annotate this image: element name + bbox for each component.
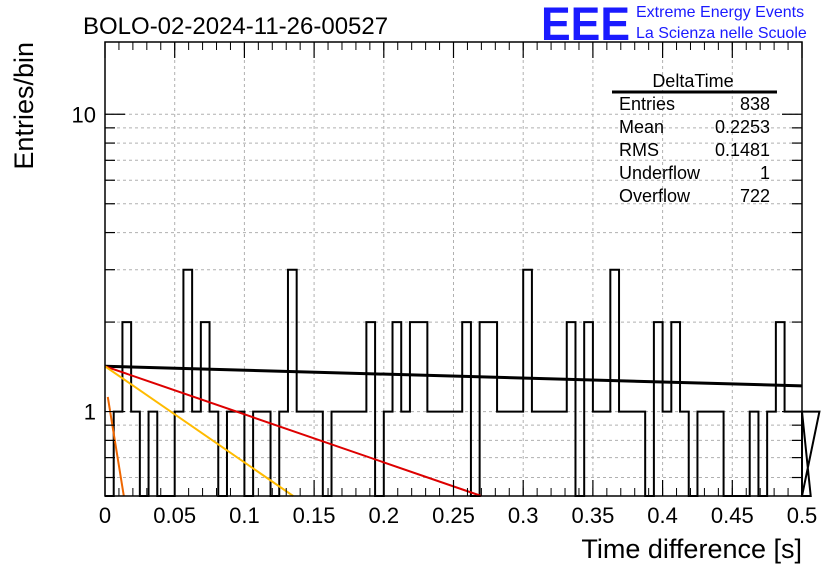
logo-line-2: La Scienza nelle Scuole: [636, 25, 807, 42]
fit-line-1: [104, 364, 803, 388]
x-tick-label: 0.35: [571, 503, 614, 528]
x-tick-label: 0.25: [432, 503, 475, 528]
logo: EEE Extreme Energy Events La Scienza nel…: [541, 0, 807, 50]
x-tick-label: 0.45: [711, 503, 754, 528]
y-axis-label: Entries/bin: [9, 42, 39, 170]
stats-value: 0.1481: [715, 140, 770, 160]
x-tick-label: 0.5: [787, 503, 818, 528]
stats-value: 1: [760, 163, 770, 183]
stats-rows: Entries 838 Mean 0.2253 RMS 0.1481 Underflow 1 O…: [619, 94, 770, 206]
axis-ticks: [104, 42, 803, 496]
stats-value: 0.2253: [715, 117, 770, 137]
stats-box: DeltaTime Entries 838 Mean 0.2253 RMS 0.1481 U…: [612, 71, 777, 206]
stats-label: Mean: [619, 117, 664, 137]
y-tick-label: 10: [72, 102, 96, 127]
logo-mark: EEE: [541, 0, 630, 50]
histogram-outline: [105, 268, 821, 497]
x-tick-label: 0.15: [293, 503, 336, 528]
x-tick-label: 0.05: [153, 503, 196, 528]
fit-line-4: [106, 396, 125, 497]
stats-value: 722: [740, 186, 770, 206]
fit-line-2: [104, 365, 482, 497]
histogram-bins: [105, 268, 821, 497]
stats-title: DeltaTime: [652, 71, 733, 91]
stats-label: RMS: [619, 140, 659, 160]
logo-line-1: Extreme Energy Events: [636, 4, 804, 21]
stats-value: 838: [740, 94, 770, 114]
x-axis-label: Time difference [s]: [581, 534, 802, 564]
fit-line-3: [104, 365, 294, 497]
stats-label: Underflow: [619, 163, 701, 183]
chart-title: BOLO-02-2024-11-26-00527: [83, 13, 388, 40]
fit-lines: [104, 364, 803, 497]
x-tick-label: 0.2: [369, 503, 400, 528]
y-tick-label: 1: [84, 400, 96, 425]
x-tick-label: 0.3: [508, 503, 539, 528]
tick-labels: 0 0.05 0.1 0.15 0.2 0.25 0.3 0.35 0.4 0.45 0.5 1 10: [72, 102, 818, 528]
x-tick-label: 0.4: [647, 503, 678, 528]
x-tick-label: 0.1: [229, 503, 260, 528]
x-tick-label: 0: [99, 503, 111, 528]
stats-label: Overflow: [619, 186, 691, 206]
stats-label: Entries: [619, 94, 675, 114]
